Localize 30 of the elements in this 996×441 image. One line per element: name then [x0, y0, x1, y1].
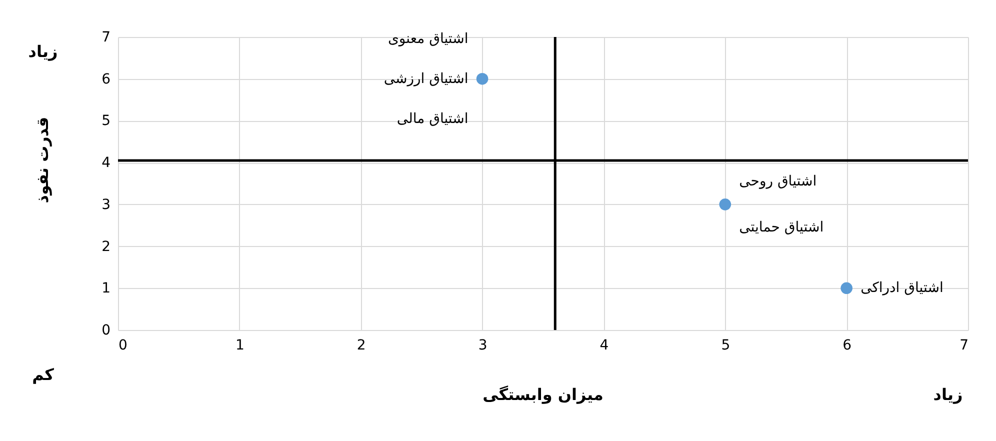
- annotation: اشتیاق معنوی: [388, 30, 468, 47]
- x-tick-label: 5: [721, 338, 730, 354]
- x-tick-label: 6: [842, 338, 852, 354]
- point: [476, 72, 488, 85]
- x-tick-label: 2: [356, 338, 366, 354]
- y-tick-label: 2: [102, 238, 110, 255]
- annotation: اشتیاق ارزشی: [384, 70, 468, 87]
- annotation: اشتیاق ادراکی: [860, 280, 944, 296]
- x-tick-label: 4: [600, 338, 609, 354]
- annotation: اشتیاق مالی: [396, 110, 468, 127]
- y-tick-label: 6: [102, 71, 111, 88]
- x-tick-label: 3: [478, 338, 488, 354]
- y-tick-label: 4: [102, 155, 111, 172]
- annotation: اشتیاق حمایتی: [739, 219, 824, 236]
- text: زیاد: [28, 42, 58, 61]
- y-axis-title: قدرت نفوذ: [33, 116, 52, 204]
- text: زیاد: [933, 385, 963, 404]
- y-tick-label: 1: [102, 280, 110, 297]
- annotation: اشتیاق روحی: [739, 173, 817, 190]
- y-tick-label: 7: [102, 30, 110, 46]
- x-tick-label: 7: [960, 338, 968, 354]
- y-tick-label: 0: [102, 322, 110, 338]
- x-axis-title: میزان وابستگی: [482, 385, 604, 404]
- x-tick-label: 0: [118, 338, 128, 354]
- x-tick-label: 1: [235, 338, 244, 354]
- y-tick-label: 3: [102, 196, 110, 213]
- y-tick-label: 5: [102, 113, 110, 130]
- point: [840, 282, 852, 294]
- point: [719, 198, 732, 210]
- text: کم: [32, 365, 55, 384]
